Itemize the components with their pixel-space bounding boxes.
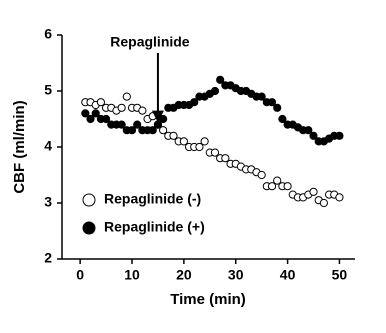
data-point (267, 98, 277, 107)
y-tick-label: 5 (44, 82, 52, 98)
data-point (221, 154, 230, 163)
x-axis-label: Time (min) (170, 291, 246, 308)
y-tick-label: 3 (44, 194, 52, 210)
x-tick-label: 30 (228, 267, 244, 283)
data-point (122, 92, 131, 101)
data-point (210, 148, 220, 157)
data-point (86, 114, 95, 124)
data-point (283, 182, 292, 191)
data-point (101, 114, 111, 124)
data-point (335, 131, 344, 140)
data-point (273, 103, 282, 112)
data-point (148, 126, 157, 135)
data-point (169, 131, 178, 140)
data-point (200, 137, 209, 146)
data-point (159, 126, 168, 135)
legend-marker (82, 193, 96, 207)
data-point (216, 75, 225, 84)
data-point (335, 193, 344, 202)
legend-label: Repaglinide (+) (104, 219, 205, 235)
data-point (133, 120, 142, 129)
arrow-head (151, 110, 164, 123)
data-point (278, 114, 287, 124)
data-point (190, 98, 199, 107)
data-point (138, 106, 147, 115)
x-tick-label: 0 (76, 267, 84, 283)
legend-label: Repaglinide (-) (104, 191, 201, 207)
y-tick-label: 2 (44, 250, 52, 266)
y-axis-label: CBF (ml/min) (11, 100, 28, 193)
data-point (309, 131, 318, 140)
data-point (96, 98, 105, 107)
y-tick-label: 4 (44, 138, 52, 154)
data-point (127, 126, 137, 135)
data-point (304, 126, 313, 135)
data-point (257, 170, 266, 180)
x-tick-label: 40 (280, 267, 296, 283)
data-point (257, 92, 266, 101)
data-point (210, 86, 220, 96)
data-point (179, 137, 188, 146)
data-point (319, 198, 328, 208)
data-point (91, 109, 100, 118)
data-point (81, 109, 90, 118)
data-point (117, 103, 126, 112)
x-tick-label: 10 (124, 267, 140, 283)
data-point (267, 182, 277, 191)
data-point (309, 187, 318, 196)
data-point (117, 120, 126, 129)
x-tick-label: 50 (332, 267, 348, 283)
y-tick-label: 6 (44, 26, 52, 42)
x-tick-label: 20 (176, 267, 192, 283)
annotation: Repaglinide (110, 34, 190, 50)
data-point (195, 142, 204, 152)
data-point (273, 176, 282, 185)
legend-marker (82, 221, 96, 235)
